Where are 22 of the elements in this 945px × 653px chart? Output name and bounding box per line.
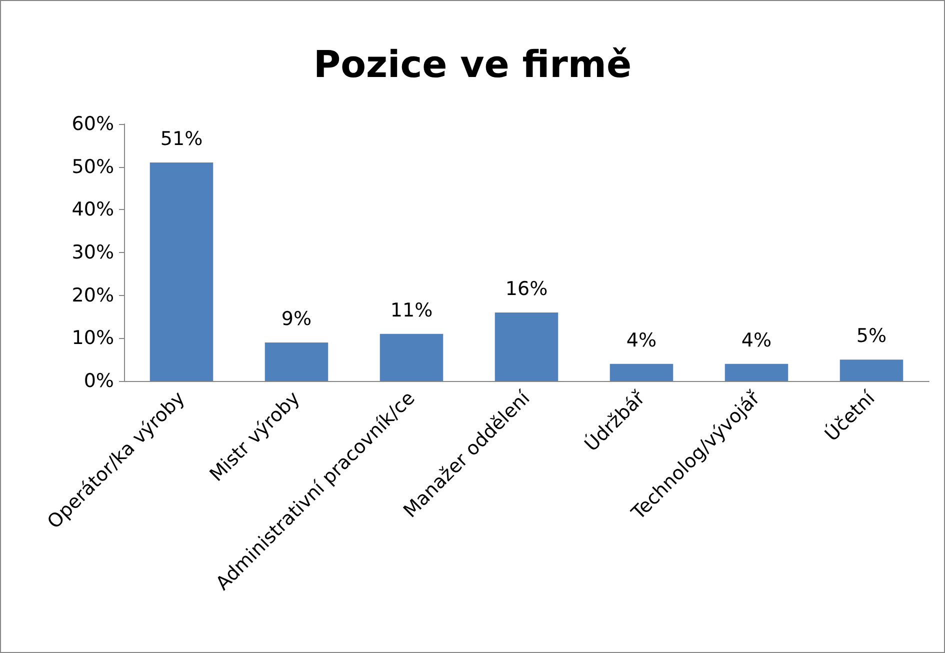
bar (610, 364, 674, 381)
bar (150, 162, 214, 381)
y-tick-label: 0% (84, 370, 114, 392)
bar (380, 334, 444, 381)
y-tick-label: 40% (72, 198, 114, 221)
data-label: 51% (160, 128, 203, 150)
y-tick-label: 10% (72, 327, 114, 350)
bar (264, 342, 328, 381)
data-label: 5% (856, 325, 887, 348)
chart-title: Pozice ve firmě (313, 43, 632, 86)
y-tick-label: 20% (72, 284, 114, 306)
data-label: 4% (741, 329, 772, 352)
bar (840, 360, 904, 381)
data-label: 16% (505, 278, 548, 300)
y-tick-label: 30% (72, 242, 114, 264)
bar (494, 312, 558, 381)
y-tick-label: 50% (72, 156, 114, 178)
y-tick-label: 60% (72, 113, 114, 135)
data-label: 9% (281, 308, 312, 330)
bar (724, 364, 788, 381)
data-label: 4% (626, 329, 657, 352)
data-label: 11% (390, 299, 433, 322)
